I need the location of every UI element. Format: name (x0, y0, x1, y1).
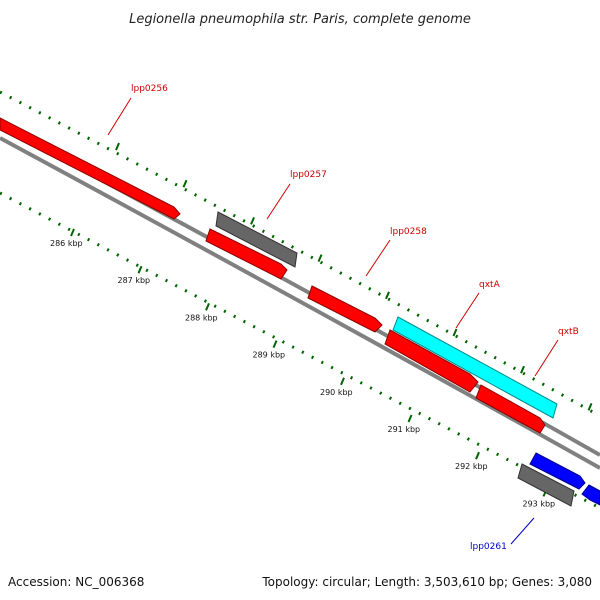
major-tick-inner (205, 303, 210, 311)
gene-qxtB-arrow[interactable] (475, 384, 546, 434)
major-tick-outer (520, 365, 525, 374)
gene-qxtA-red-arrow[interactable] (384, 329, 479, 393)
topology-info-text: Topology: circular; Length: 3,503,610 bp… (261, 575, 592, 589)
outer-ruler-dots (0, 90, 600, 418)
major-tick-outer (587, 403, 593, 411)
gene-label-qxtB[interactable]: qxtB (558, 327, 579, 337)
map-title: Legionella pneumophila str. Paris, compl… (129, 12, 471, 27)
tick-label: 293 kbp (523, 499, 556, 508)
leader-qxtB (534, 339, 559, 377)
major-tick-inner (70, 228, 75, 237)
accession-text: Accession: NC_006368 (8, 575, 144, 589)
gene-lpp0257-arrow[interactable] (215, 211, 298, 268)
gene-blue-arrow-2[interactable] (581, 484, 600, 506)
gene-lpp0258-arrow[interactable] (307, 285, 383, 333)
gene-lpp0257-red-arrow[interactable] (205, 228, 288, 280)
backbone-inner (0, 136, 600, 470)
major-tick-inner (475, 451, 480, 460)
inner-ruler-dots (0, 191, 600, 510)
major-tick-inner (272, 340, 278, 348)
leader-lpp0258 (365, 239, 391, 277)
gene-label-lpp0256[interactable]: lpp0256 (131, 84, 168, 94)
major-tick-inner (407, 414, 413, 423)
tick-label: 286 kbp (50, 239, 83, 248)
tick-label: 292 kbp (455, 462, 488, 471)
tick-group: 286 kbp 287 kbp 288 kbp 289 kbp 290 kbp 291 k… (50, 142, 593, 508)
leader-qxtA (455, 292, 480, 329)
leader-lpp0256 (107, 97, 132, 136)
tick-label: 289 kbp (253, 351, 286, 360)
gene-lpp0256-arrow[interactable] (0, 117, 181, 220)
major-tick-outer (452, 328, 458, 337)
major-tick-inner (137, 265, 143, 274)
gene-label-qxtA[interactable]: qxtA (479, 280, 501, 290)
gene-label-lpp0257[interactable]: lpp0257 (290, 170, 327, 180)
major-tick-outer (385, 291, 390, 300)
tick-label: 287 kbp (118, 276, 151, 285)
tick-label: 291 kbp (388, 425, 421, 434)
major-tick-inner (340, 377, 345, 386)
gene-blue-arrow-1[interactable] (529, 452, 586, 490)
tick-label: 288 kbp (185, 313, 218, 322)
major-tick-outer (250, 217, 255, 225)
major-tick-outer (317, 254, 323, 262)
gene-label-lpp0258[interactable]: lpp0258 (390, 227, 427, 237)
major-tick-outer (182, 179, 188, 188)
gene-lpp0261-arrow[interactable] (517, 463, 575, 507)
major-tick-outer (115, 142, 120, 151)
leader-lpp0261 (510, 517, 535, 545)
leader-lpp0257 (266, 183, 291, 220)
gene-label-lpp0261[interactable]: lpp0261 (470, 542, 507, 552)
gene-qxtA-arrow[interactable] (392, 316, 558, 419)
tick-label: 290 kbp (320, 388, 353, 397)
